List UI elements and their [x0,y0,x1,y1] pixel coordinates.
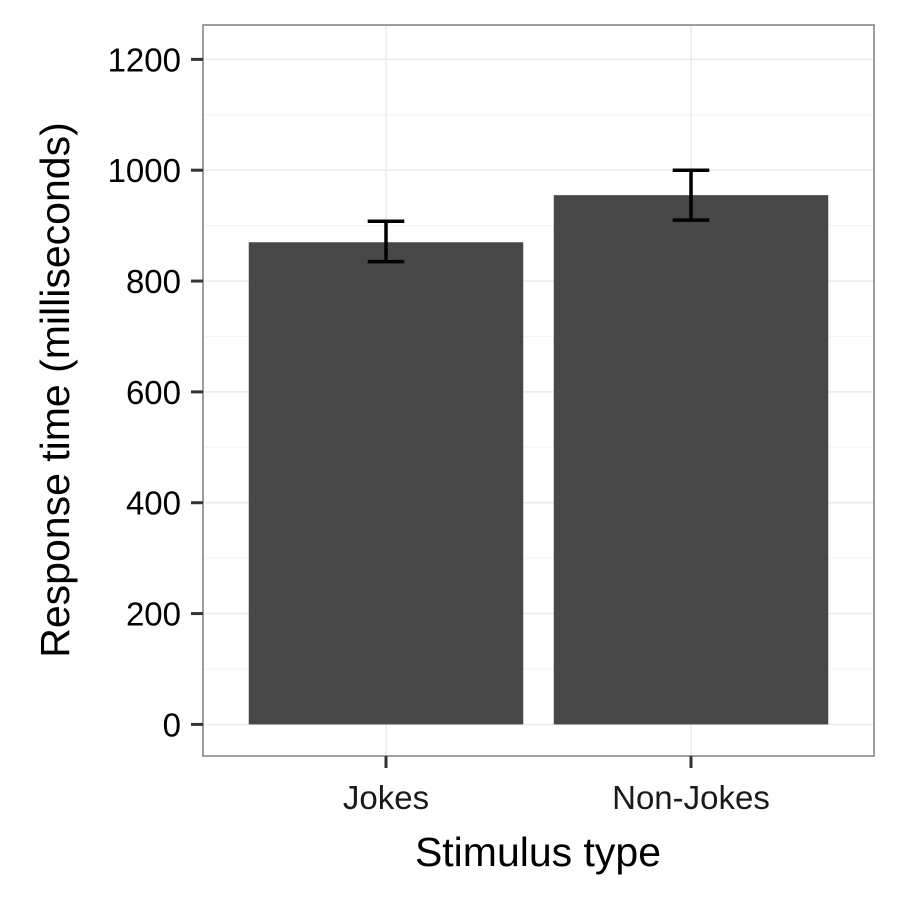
y-tick-label: 1000 [108,152,181,189]
x-tick-label: Non-Jokes [612,779,770,816]
x-axis-title: Stimulus type [415,829,661,875]
error-bar-non-jokes [672,168,710,222]
error-bar-jokes [367,219,405,264]
y-tick-label: 800 [126,263,181,300]
error-bars [367,168,710,264]
y-tick-label: 0 [163,706,181,743]
bar-jokes [248,242,524,725]
x-axis: Jokes Non-Jokes [343,756,770,816]
bars [248,195,829,725]
bar-non-jokes [553,195,829,725]
y-tick-label: 400 [126,485,181,522]
y-axis-title: Response time (milliseconds) [32,122,78,657]
y-axis: 0 200 400 600 800 1000 1200 [108,41,203,743]
y-tick-label: 1200 [108,41,181,78]
y-tick-label: 600 [126,374,181,411]
x-tick-label: Jokes [343,779,429,816]
y-tick-label: 200 [126,596,181,633]
